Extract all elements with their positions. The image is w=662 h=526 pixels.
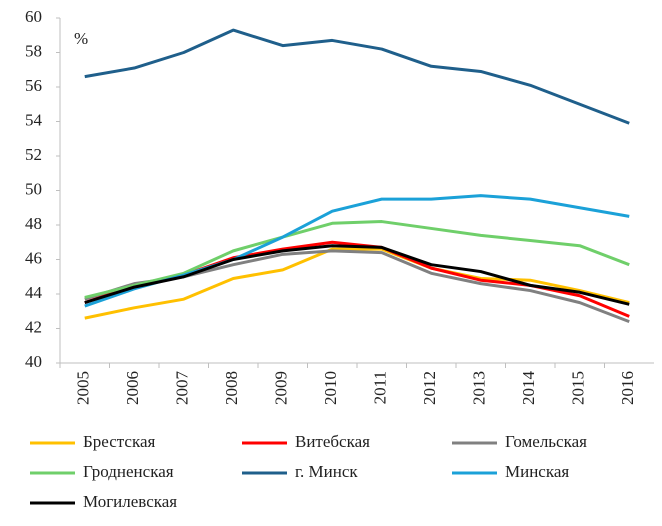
x-tick-label: 2009 (272, 371, 291, 405)
legend-label: Витебская (295, 432, 370, 451)
y-tick-label: 56 (25, 76, 42, 95)
x-tick-label: 2007 (173, 371, 192, 406)
x-tick-label: 2016 (618, 371, 637, 405)
y-tick-label: 44 (25, 283, 43, 302)
series-line (84, 247, 630, 320)
x-tick-label: 2012 (420, 371, 439, 405)
legend-label: Могилевская (83, 492, 177, 511)
legend-label: г. Минск (295, 462, 358, 481)
unit-annotation: % (74, 29, 88, 48)
series-line (84, 249, 630, 324)
x-tick-label: 2006 (123, 371, 142, 405)
x-tick-label: 2013 (470, 371, 489, 405)
legend-label: Гомельская (505, 432, 587, 451)
y-tick-label: 46 (25, 248, 42, 267)
y-tick-label: 48 (25, 214, 42, 233)
x-tick-label: 2008 (222, 371, 241, 405)
legend-label: Минская (505, 462, 569, 481)
legend-label: Гродненская (83, 462, 174, 481)
y-tick-label: 52 (25, 145, 42, 164)
y-tick-label: 40 (25, 352, 42, 371)
x-tick-label: 2011 (371, 371, 390, 404)
x-tick-label: 2015 (569, 371, 588, 405)
y-tick-label: 60 (25, 7, 42, 26)
x-tick-label: 2005 (74, 371, 93, 405)
legend-label: Брестская (83, 432, 156, 451)
y-tick-label: 50 (25, 179, 42, 198)
x-tick-label: 2014 (519, 371, 538, 406)
series-line (84, 244, 630, 306)
y-tick-label: 42 (25, 317, 42, 336)
y-tick-label: 54 (25, 110, 43, 129)
y-tick-label: 58 (25, 41, 42, 60)
x-tick-label: 2010 (321, 371, 340, 405)
series-line (84, 220, 630, 299)
series-line (84, 28, 630, 125)
